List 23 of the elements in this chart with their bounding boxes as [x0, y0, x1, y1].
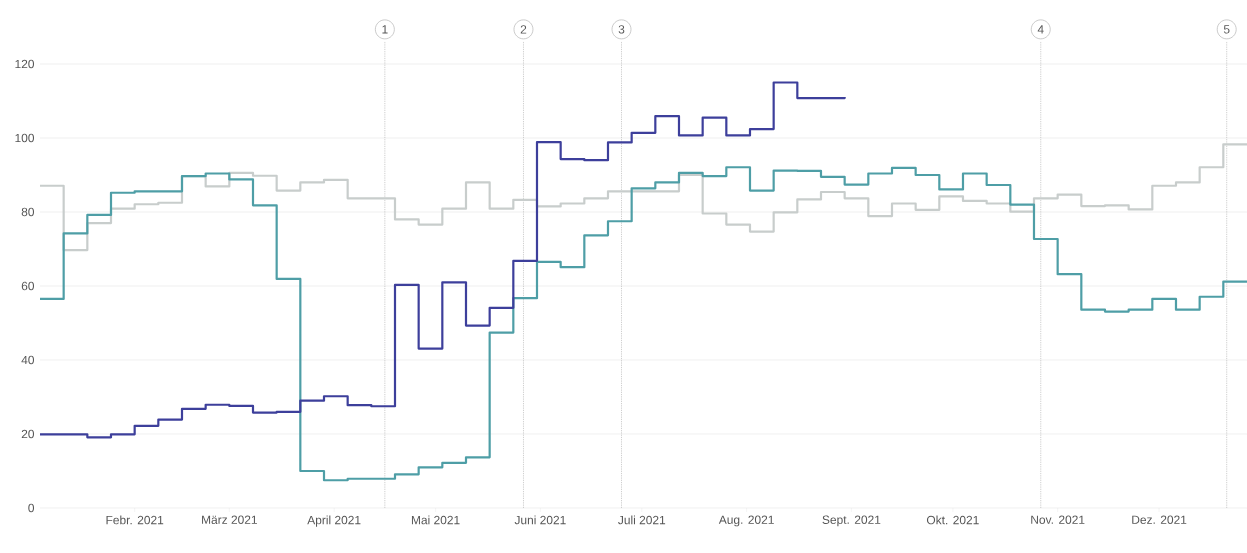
ref-line-label: 4: [1037, 25, 1044, 34]
y-tick-label: 80: [21, 207, 35, 217]
y-tick-label: 100: [15, 133, 35, 143]
x-tick-label: Aug. 2021: [718, 515, 774, 527]
ref-line-label: 2: [520, 25, 527, 34]
y-tick-label: 60: [21, 281, 35, 291]
x-tick-label: April 2021: [307, 515, 361, 527]
x-tick-label: Febr. 2021: [106, 515, 164, 525]
x-tick-label: März 2021: [202, 515, 257, 524]
x-tick-label: Dez. 2021: [1132, 515, 1187, 524]
ref-line-label: 3: [618, 25, 625, 34]
x-tick-label: Sept. 2021: [822, 515, 881, 527]
y-tick-label: 0: [28, 503, 35, 513]
x-tick-label: Nov. 2021: [1031, 515, 1085, 524]
x-tick-label: Juli 2021: [618, 515, 666, 525]
x-tick-label: Okt. 2021: [926, 515, 979, 525]
y-tick-label: 120: [15, 59, 35, 69]
x-tick-label: Juni 2021: [514, 515, 566, 525]
ref-line-label: 5: [1223, 25, 1230, 34]
x-tick-label: Mai 2021: [411, 515, 460, 525]
y-tick-label: 20: [21, 429, 35, 439]
y-tick-label: 40: [21, 355, 35, 365]
ref-line-label: 1: [382, 25, 388, 34]
